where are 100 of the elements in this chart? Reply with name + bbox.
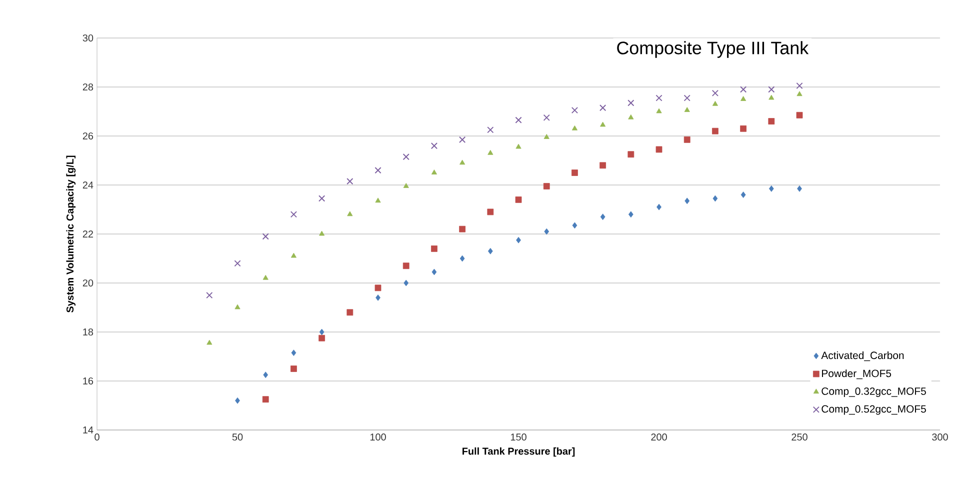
point [740, 125, 746, 132]
point [572, 170, 578, 176]
point [290, 366, 297, 372]
point [600, 122, 606, 127]
y-tick-label: 22 [82, 230, 93, 238]
x-axis-title: Full Tank Pressure [bar] [462, 447, 575, 457]
point [797, 185, 802, 192]
point [768, 118, 775, 124]
point [684, 136, 690, 143]
point [290, 252, 296, 258]
point [516, 144, 522, 149]
point [712, 90, 719, 96]
point [460, 160, 466, 165]
point [712, 128, 718, 134]
point [347, 211, 353, 216]
point [376, 294, 380, 301]
point [319, 328, 324, 336]
x-tick-label: 50 [232, 434, 243, 441]
point [404, 280, 409, 286]
point [346, 178, 354, 185]
point [290, 211, 298, 218]
point [488, 248, 493, 254]
point [346, 309, 354, 316]
point [374, 166, 382, 174]
point [571, 106, 578, 114]
legend-label: Comp_0.52gcc_MOF5 [822, 405, 926, 415]
x-tick-label: 300 [932, 434, 948, 441]
point [402, 153, 410, 160]
point [515, 196, 522, 203]
point [768, 94, 774, 100]
point [516, 236, 521, 244]
point [403, 183, 409, 188]
point [656, 94, 662, 102]
point [319, 230, 325, 236]
point [460, 255, 465, 262]
point [262, 233, 269, 240]
point [600, 162, 606, 169]
y-tick-label: 24 [82, 182, 94, 188]
point [262, 396, 269, 403]
point [740, 86, 747, 93]
y-tick-label: 26 [82, 132, 94, 140]
point [684, 94, 690, 102]
legend-label: Activated_Carbon [821, 351, 904, 362]
y-tick-label: 18 [83, 328, 94, 336]
point [459, 226, 466, 232]
point [628, 211, 634, 218]
point [374, 284, 382, 292]
point [796, 82, 803, 90]
point [206, 292, 213, 299]
y-tick-label: 20 [82, 279, 94, 287]
y-tick-label: 28 [82, 83, 94, 91]
point [318, 334, 325, 342]
point [656, 204, 662, 210]
point [431, 170, 437, 174]
point [656, 146, 662, 153]
legend-label: Powder_MOF5 [822, 369, 892, 380]
point [234, 260, 241, 267]
point [544, 134, 550, 139]
y-tick-label: 30 [82, 34, 94, 42]
point [432, 268, 437, 276]
point [628, 100, 634, 106]
point [796, 112, 803, 118]
point [206, 340, 212, 345]
point [740, 96, 746, 101]
point [291, 350, 296, 356]
y-axis-title: System Volumetric Capacity [g/L] [66, 156, 76, 313]
point [572, 125, 578, 130]
point [712, 195, 718, 202]
x-tick-label: 200 [651, 434, 667, 441]
point [458, 136, 466, 143]
x-tick-label: 0 [94, 434, 100, 441]
point [740, 192, 746, 198]
point [318, 195, 326, 202]
point [543, 114, 550, 121]
y-tick-label: 16 [83, 377, 94, 385]
point [572, 222, 578, 229]
x-tick-label: 100 [370, 434, 386, 441]
y-tick-label: 14 [83, 426, 94, 434]
point [487, 126, 494, 134]
point [543, 183, 550, 190]
point [684, 198, 690, 204]
chart-title: Composite Type III Tank [617, 41, 809, 58]
point [234, 304, 240, 310]
point [768, 185, 774, 192]
point [768, 86, 775, 93]
point [488, 150, 494, 155]
point [628, 114, 634, 120]
point [712, 100, 718, 106]
point [431, 245, 438, 252]
legend-label: Comp_0.32gcc_MOF5 [822, 387, 926, 397]
point [600, 214, 606, 220]
point [375, 198, 381, 203]
point [684, 107, 690, 112]
point [656, 108, 662, 114]
point [628, 151, 634, 158]
x-tick-label: 250 [792, 434, 808, 441]
point [599, 104, 606, 112]
point [430, 142, 438, 150]
point [402, 262, 410, 270]
point [544, 228, 550, 235]
